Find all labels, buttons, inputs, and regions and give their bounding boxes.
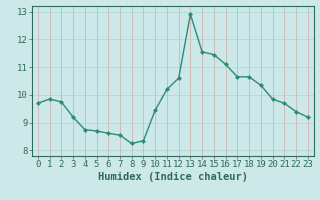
X-axis label: Humidex (Indice chaleur): Humidex (Indice chaleur) [98,172,248,182]
